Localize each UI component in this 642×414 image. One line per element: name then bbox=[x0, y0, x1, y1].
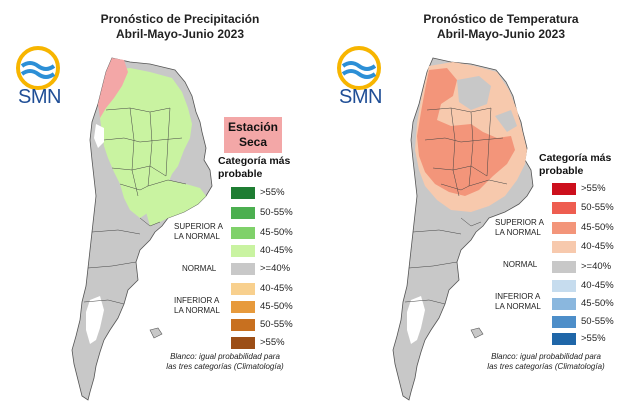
legend-swatch bbox=[231, 301, 255, 313]
legend-swatch bbox=[231, 187, 255, 199]
islands bbox=[470, 327, 484, 339]
cat-lower-2: LA NORMAL bbox=[495, 302, 541, 311]
cat-upper-1: SUPERIOR A bbox=[495, 218, 544, 227]
legend-label: 50-55% bbox=[260, 319, 293, 330]
footnote-line-2: las tres categorías (Climatología) bbox=[166, 362, 284, 371]
legend-swatch bbox=[231, 337, 255, 349]
dry-station-region bbox=[98, 58, 128, 118]
legend-swatch bbox=[231, 207, 255, 219]
legend-label: 45-50% bbox=[260, 227, 293, 238]
legend-swatch bbox=[231, 283, 255, 295]
category-normal: NORMAL bbox=[182, 264, 217, 273]
legend-title: Categoría más probable bbox=[218, 155, 308, 181]
map-title: Pronóstico de Temperatura Abril-Mayo-Jun… bbox=[381, 12, 621, 42]
legend-title-2: probable bbox=[218, 168, 263, 180]
footnote-line-1: Blanco: igual probabilidad para bbox=[491, 352, 601, 361]
legend-label: 45-50% bbox=[581, 298, 614, 309]
legend-label: >=40% bbox=[581, 261, 612, 272]
legend-label: 40-45% bbox=[260, 245, 293, 256]
legend-swatch bbox=[231, 263, 255, 275]
precipitation-map bbox=[71, 57, 213, 401]
legend-label: >55% bbox=[581, 333, 606, 344]
category-normal: NORMAL bbox=[503, 260, 538, 269]
title-line-1: Pronóstico de Precipitación bbox=[100, 12, 260, 26]
legend-swatch bbox=[552, 183, 576, 195]
legend-swatch bbox=[552, 222, 576, 234]
normal-patch-east bbox=[495, 110, 517, 132]
precipitation-panel: Pronóstico de Precipitación Abril-Mayo-J… bbox=[16, 12, 308, 401]
legend-label: 45-50% bbox=[260, 301, 293, 312]
legend-swatch bbox=[552, 241, 576, 253]
climatology-north bbox=[94, 124, 104, 148]
dry-line-2: Seca bbox=[238, 135, 268, 149]
legend-title-1: Categoría más bbox=[218, 155, 291, 167]
cat-lower-1: INFERIOR A bbox=[174, 296, 220, 305]
legend-swatch bbox=[552, 261, 576, 273]
temperature-panel: Pronóstico de Temperatura Abril-Mayo-Jun… bbox=[321, 0, 642, 414]
province-lines bbox=[404, 107, 508, 305]
islands bbox=[149, 327, 163, 339]
legend-label: 50-55% bbox=[581, 202, 614, 213]
legend-swatch bbox=[552, 280, 576, 292]
title-line-2: Abril-Mayo-Junio 2023 bbox=[115, 27, 245, 41]
cat-upper-2: LA NORMAL bbox=[495, 228, 541, 237]
above-normal-central bbox=[146, 180, 206, 226]
logo-text: SMN bbox=[18, 86, 61, 108]
category-below: INFERIOR A LA NORMAL bbox=[174, 296, 220, 316]
legend-title-1: Categoría más bbox=[539, 152, 612, 164]
legend-swatch bbox=[552, 298, 576, 310]
legend-swatch bbox=[552, 316, 576, 328]
legend-swatch bbox=[231, 245, 255, 257]
legend-title-2: probable bbox=[539, 165, 584, 177]
category-above: SUPERIOR A LA NORMAL bbox=[174, 222, 223, 242]
legend-label: 50-55% bbox=[260, 207, 293, 218]
legend-label: 50-55% bbox=[581, 316, 614, 327]
title-line-2: Abril-Mayo-Junio 2023 bbox=[436, 27, 566, 41]
legend-label: >55% bbox=[260, 187, 285, 198]
cat-lower-1: INFERIOR A bbox=[495, 292, 541, 301]
legend-swatch bbox=[231, 227, 255, 239]
legend-label: >55% bbox=[581, 183, 606, 194]
province-lines bbox=[83, 107, 187, 305]
smn-logo-icon bbox=[16, 46, 60, 90]
climatology-south bbox=[86, 296, 104, 344]
legend-label: >55% bbox=[260, 337, 285, 348]
category-above: SUPERIOR A LA NORMAL bbox=[495, 218, 544, 238]
temperature-map bbox=[392, 57, 534, 401]
legend-swatch bbox=[552, 333, 576, 345]
dry-station-label: Estación Seca bbox=[224, 117, 282, 153]
category-below: INFERIOR A LA NORMAL bbox=[495, 292, 541, 312]
legend-label: 40-45% bbox=[260, 283, 293, 294]
footnote-line-2: las tres categorías (Climatología) bbox=[487, 362, 605, 371]
legend-label: >=40% bbox=[260, 263, 291, 274]
map-title: Pronóstico de Precipitación Abril-Mayo-J… bbox=[60, 12, 300, 42]
legend-label: 40-45% bbox=[581, 280, 614, 291]
footnote: Blanco: igual probabilidad para las tres… bbox=[150, 352, 300, 372]
legend-label: 40-45% bbox=[581, 241, 614, 252]
logo-text: SMN bbox=[339, 86, 382, 108]
legend-swatch bbox=[231, 319, 255, 331]
cat-upper-2: LA NORMAL bbox=[174, 232, 220, 241]
legend-swatch bbox=[552, 202, 576, 214]
climatology-south bbox=[407, 296, 425, 344]
title-line-1: Pronóstico de Temperatura bbox=[423, 12, 579, 26]
dry-line-1: Estación bbox=[227, 120, 278, 134]
cat-upper-1: SUPERIOR A bbox=[174, 222, 223, 231]
legend-title: Categoría más probable bbox=[539, 152, 629, 178]
legend-label: 45-50% bbox=[581, 222, 614, 233]
smn-logo-icon bbox=[337, 46, 381, 90]
above-normal-core bbox=[417, 68, 515, 196]
footnote: Blanco: igual probabilidad para las tres… bbox=[471, 352, 621, 372]
cat-lower-2: LA NORMAL bbox=[174, 306, 220, 315]
normal-patch-north bbox=[457, 76, 491, 110]
footnote-line-1: Blanco: igual probabilidad para bbox=[170, 352, 280, 361]
